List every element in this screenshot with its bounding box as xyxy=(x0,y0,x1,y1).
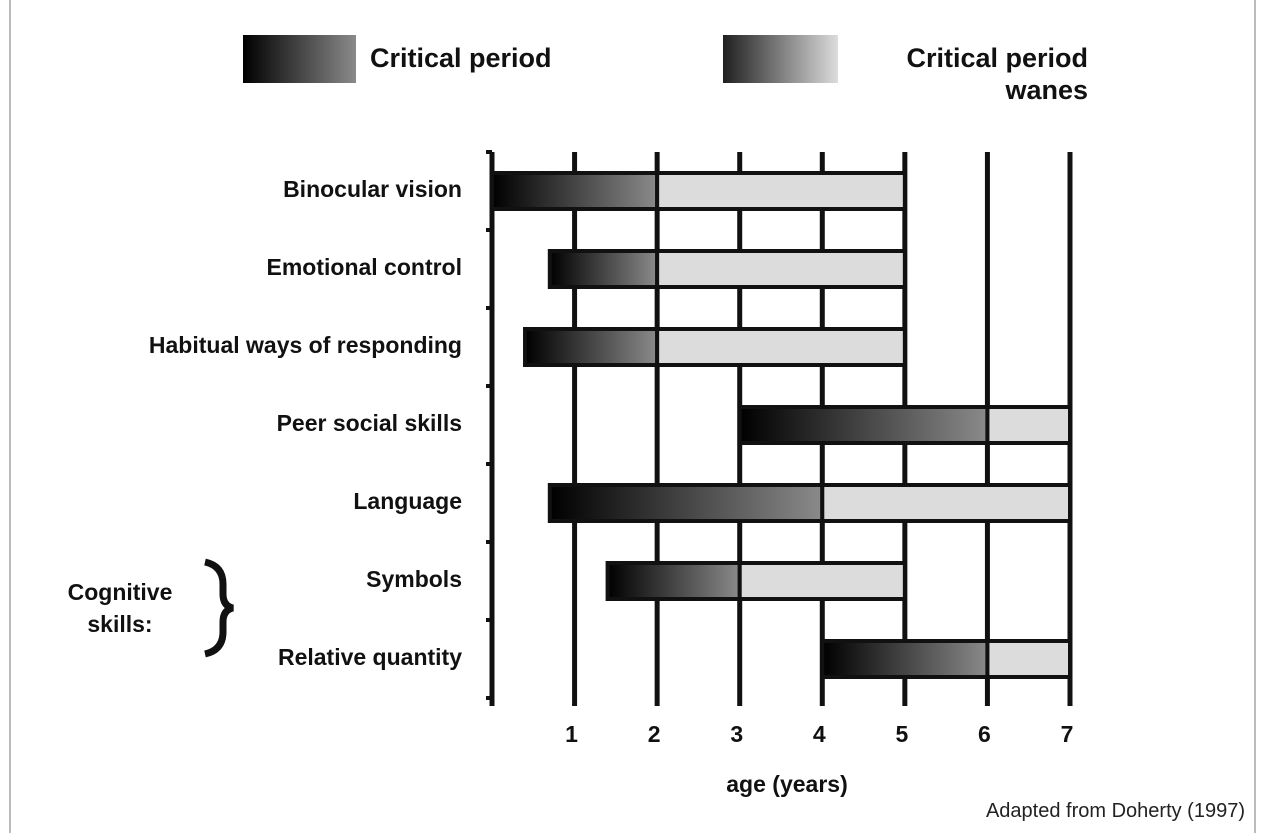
brace xyxy=(204,558,234,658)
legend-label: Critical period xyxy=(370,43,552,73)
y-tick-label: Peer social skills xyxy=(277,410,462,436)
x-tick-label: 4 xyxy=(813,721,826,747)
bar-segment xyxy=(820,483,1072,523)
bar-segment xyxy=(737,405,990,445)
legend-swatch xyxy=(243,35,356,83)
bar-segment xyxy=(655,249,907,289)
y-tick-label: Symbols xyxy=(366,566,462,592)
y-tick-label: Emotional control xyxy=(267,254,463,280)
y-tick-label: Relative quantity xyxy=(278,644,462,670)
x-axis-label: age (years) xyxy=(726,771,847,797)
bar-segment xyxy=(737,561,907,601)
x-tick-label: 5 xyxy=(895,721,908,747)
y-tick-label: Language xyxy=(353,488,462,514)
x-tick-label: 6 xyxy=(978,721,991,747)
y-tick-label: Binocular vision xyxy=(283,176,462,202)
bar-segment xyxy=(490,171,660,211)
legend-swatch xyxy=(723,35,838,83)
x-tick-label: 2 xyxy=(648,721,661,747)
y-tick-label: Habitual ways of responding xyxy=(149,332,462,358)
bar-segment xyxy=(655,327,907,367)
x-tick-label: 1 xyxy=(565,721,578,747)
bar-segment xyxy=(985,639,1073,679)
bar-segment xyxy=(820,639,990,679)
bar-segment xyxy=(547,249,660,289)
bar-segment xyxy=(655,171,907,211)
x-tick-label: 3 xyxy=(730,721,743,747)
bar-segment xyxy=(605,561,742,601)
bar-segment xyxy=(523,327,660,367)
bar-segment xyxy=(547,483,825,523)
bar-segment xyxy=(985,405,1073,445)
annotation: Cognitive skills: xyxy=(67,579,173,637)
x-tick-label: 7 xyxy=(1061,721,1074,747)
legend-label: Critical period wanes xyxy=(906,43,1088,105)
source: Adapted from Doherty (1997) xyxy=(985,800,1245,822)
